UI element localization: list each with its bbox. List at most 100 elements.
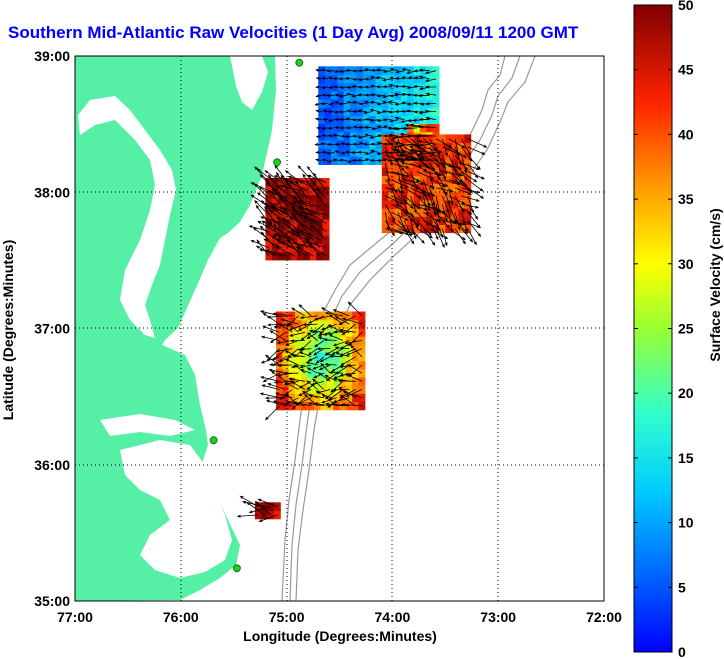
velocity-arrow bbox=[288, 180, 308, 191]
velocity-arrow bbox=[288, 377, 305, 382]
velocity-arrow bbox=[376, 125, 386, 129]
velocity-arrow bbox=[340, 151, 348, 155]
velocity-arrow bbox=[325, 402, 344, 407]
velocity-arrow bbox=[394, 77, 405, 81]
velocity-cell bbox=[394, 224, 402, 234]
velocity-cell bbox=[381, 216, 389, 225]
velocity-arrow bbox=[467, 146, 486, 155]
velocity-arrow bbox=[356, 118, 367, 122]
velocity-arrow bbox=[307, 356, 318, 362]
velocity-arrow bbox=[406, 86, 418, 90]
velocity-arrow bbox=[297, 323, 312, 331]
velocity-arrow bbox=[395, 70, 405, 74]
velocity-arrow bbox=[312, 323, 325, 334]
velocity-arrow bbox=[403, 220, 412, 238]
velocity-arrow bbox=[322, 117, 329, 121]
velocity-arrow bbox=[416, 220, 432, 236]
velocity-arrow bbox=[442, 179, 461, 186]
velocity-arrow bbox=[423, 179, 430, 198]
station-marker bbox=[273, 158, 282, 167]
velocity-arrow bbox=[376, 159, 386, 163]
velocity-arrow bbox=[275, 246, 295, 257]
velocity-arrow bbox=[454, 163, 468, 181]
velocity-arrow bbox=[383, 134, 392, 138]
velocity-arrow bbox=[290, 339, 305, 343]
velocity-cell bbox=[413, 123, 421, 133]
velocity-cell bbox=[282, 327, 290, 337]
velocity-arrow bbox=[397, 138, 405, 157]
pamlico-sound bbox=[120, 440, 232, 578]
velocity-arrow bbox=[260, 356, 280, 364]
velocity-cell bbox=[394, 208, 402, 217]
velocity-cell bbox=[381, 199, 389, 209]
velocity-cell bbox=[451, 167, 459, 176]
x-tick-label: 75:00 bbox=[269, 609, 305, 625]
velocity-arrow bbox=[413, 76, 424, 80]
velocity-cell bbox=[381, 167, 389, 176]
velocity-arrow bbox=[292, 401, 312, 407]
velocity-cell bbox=[413, 115, 421, 125]
velocity-arrow bbox=[312, 378, 325, 390]
velocity-arrow bbox=[325, 372, 337, 382]
velocity-arrow bbox=[315, 356, 325, 364]
velocity-arrow bbox=[327, 110, 335, 114]
velocity-arrow bbox=[338, 102, 348, 106]
velocity-cell bbox=[394, 183, 402, 193]
velocity-cell bbox=[426, 90, 434, 100]
velocity-arrow bbox=[435, 171, 445, 189]
velocity-cell bbox=[320, 385, 328, 394]
velocity-cell bbox=[419, 191, 427, 201]
x-axis-label: Longitude (Degrees:Minutes) bbox=[243, 628, 437, 644]
velocity-arrow bbox=[306, 332, 318, 341]
velocity-arrow bbox=[442, 204, 448, 223]
velocity-arrow bbox=[364, 85, 373, 89]
velocity-cell bbox=[407, 158, 415, 168]
velocity-arrow bbox=[300, 340, 312, 351]
velocity-cell bbox=[295, 319, 302, 329]
velocity-arrow bbox=[357, 69, 367, 73]
velocity-arrow bbox=[424, 109, 437, 113]
velocity-arrow bbox=[334, 101, 341, 105]
velocity-arrow bbox=[326, 159, 335, 163]
velocity-arrow bbox=[352, 125, 360, 129]
velocity-arrow bbox=[310, 218, 327, 232]
velocity-arrow bbox=[448, 155, 457, 173]
velocity-arrow bbox=[285, 340, 299, 346]
velocity-arrow bbox=[298, 304, 312, 317]
velocity-cell bbox=[322, 178, 330, 187]
velocity-cell bbox=[426, 66, 434, 76]
velocity-arrow bbox=[454, 203, 473, 215]
velocity-arrow bbox=[328, 102, 335, 106]
x-tick-label: 74:00 bbox=[374, 609, 410, 625]
velocity-arrow bbox=[299, 369, 312, 374]
velocity-arrow bbox=[268, 368, 286, 374]
velocity-cell bbox=[381, 183, 389, 193]
velocity-arrow bbox=[467, 179, 484, 192]
velocity-arrow bbox=[259, 248, 282, 257]
velocity-arrow bbox=[325, 389, 337, 400]
velocity-cell bbox=[388, 123, 396, 133]
velocity-arrow bbox=[290, 380, 306, 390]
velocity-arrow bbox=[322, 109, 329, 113]
velocity-arrow bbox=[410, 171, 418, 191]
velocity-cell bbox=[458, 134, 465, 144]
velocity-arrow bbox=[264, 170, 282, 183]
velocity-cell bbox=[419, 175, 427, 185]
velocity-arrow bbox=[315, 134, 322, 138]
velocity-arrow bbox=[397, 171, 403, 190]
velocity-arrow bbox=[334, 142, 341, 146]
velocity-arrow bbox=[328, 85, 335, 89]
velocity-arrow bbox=[370, 68, 379, 72]
colorbar-tick-label: 15 bbox=[678, 450, 694, 466]
velocity-arrow bbox=[358, 102, 367, 106]
velocity-arrow bbox=[416, 195, 431, 211]
velocity-arrow bbox=[277, 363, 293, 367]
velocity-cell bbox=[388, 99, 396, 108]
velocity-cell bbox=[451, 199, 459, 209]
velocity-arrow bbox=[342, 391, 363, 399]
velocity-arrow bbox=[295, 246, 314, 257]
velocity-arrow bbox=[448, 187, 454, 206]
velocity-arrow bbox=[265, 249, 289, 257]
colorbar-tick-label: 5 bbox=[678, 579, 686, 595]
velocity-arrow bbox=[416, 138, 424, 160]
